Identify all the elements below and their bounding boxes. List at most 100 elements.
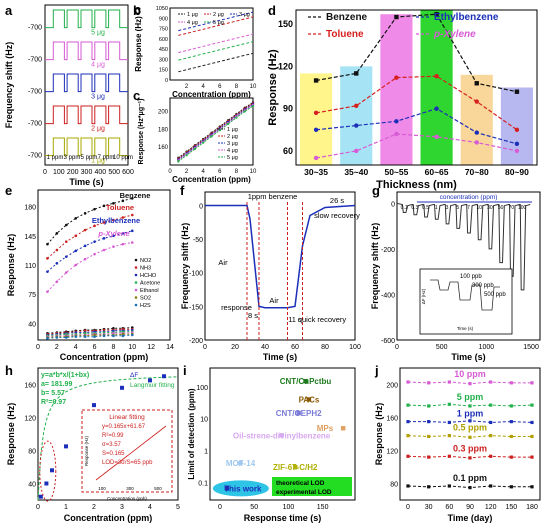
panel-g-ytick: -200 — [381, 247, 395, 254]
panel-e-legend-label: Acetone — [140, 281, 160, 287]
panel-d-data-point — [313, 78, 319, 83]
panel-j-data-point — [427, 485, 431, 489]
panel-e-data-point — [102, 204, 106, 208]
panel-d-series-line — [315, 133, 518, 159]
panel-e-legend-marker — [134, 258, 138, 262]
panel-f-frame — [204, 191, 356, 341]
panel-e-data-point — [93, 240, 96, 243]
panel-f-ytick: -50 — [193, 237, 203, 244]
panel-d-data-point — [394, 131, 399, 137]
panel-b-xtick: 2 — [185, 84, 189, 90]
panel-j-data-point — [509, 434, 513, 439]
panel-b-series-line — [178, 33, 254, 54]
panel-e-data-point — [46, 257, 49, 260]
panel-g-concentration: 70 — [509, 205, 515, 211]
panel-h-xtick: 5 — [176, 504, 180, 511]
panel-j-data-point — [427, 455, 431, 459]
panel-j-data-point — [509, 381, 513, 385]
panel-e-data-point — [102, 334, 106, 338]
panel-a-trace — [45, 105, 128, 125]
panel-e-data-point — [55, 262, 59, 265]
panel-b-xlabel: Concentration (ppm) — [172, 90, 251, 99]
panel-c-xtick: 8 — [235, 169, 239, 175]
panel-e-data-point — [112, 202, 115, 205]
panel-e-legend-label: SO2 — [140, 296, 151, 302]
panel-c-legend-label: 1 μg — [227, 127, 238, 133]
panel-j-series-label: 0.1 ppm — [453, 473, 487, 483]
panel-e-legend-label: NH3 — [140, 266, 151, 272]
panel-i-point-label: CNT/OEPH2 — [276, 409, 322, 418]
panel-e-data-point — [121, 242, 125, 246]
panel-e-xtick: 8 — [111, 344, 115, 351]
panel-b-legend-label: 1 μg — [187, 12, 198, 18]
panel-c-series-line — [178, 103, 254, 161]
panel-c-legend-label: 3 μg — [227, 141, 238, 147]
panel-d-data-point — [354, 148, 359, 154]
panel-f-annotation: 8 s — [248, 311, 258, 320]
panel-e-series-line — [47, 214, 133, 259]
panel-f-xtick: 100 — [349, 344, 361, 351]
panel-label: a — [5, 3, 13, 18]
panel-f-trace — [205, 204, 356, 309]
panel-c-data-point — [202, 141, 205, 144]
panel-f-annotation: quick recovery — [298, 315, 347, 324]
panel-h-fit-line — [37, 376, 179, 501]
panel-a-annotation: 1 ppm — [47, 155, 64, 161]
panel-h-xtick: 3 — [120, 504, 124, 511]
panel-d-xtick: 80~90 — [505, 167, 529, 177]
panel-h-inset-line: LOD=3σ/S=65 ppb — [102, 460, 153, 466]
panel-j-data-point — [509, 485, 513, 489]
panel-j-data-point — [447, 420, 451, 425]
panel-a-frame — [44, 4, 129, 166]
panel-e-legend-label: Ethanol — [140, 288, 159, 294]
panel-d-data-point — [313, 110, 319, 116]
panel-j-xtick: 30 — [425, 504, 433, 511]
panel-b-series-line — [178, 52, 254, 73]
panel-h-ytick: 80 — [28, 449, 36, 456]
panel-a-ytick: -700 — [28, 121, 42, 128]
panel-j-ytick: 80 — [390, 482, 398, 489]
panel-h-inset-title: Linear fitting — [109, 414, 145, 421]
panel-h-data-point — [64, 444, 68, 449]
panel-h-highlight — [39, 440, 57, 502]
panel-c-data-point — [251, 104, 255, 108]
panel-e-ytick: 75 — [28, 292, 36, 299]
panel-b-xtick: 10 — [250, 84, 257, 90]
panel-j-data-point — [447, 434, 451, 438]
panel-e-data-point — [130, 241, 134, 244]
panel-i-ytick: 1 — [204, 449, 208, 456]
panel-e-ytick: 145 — [24, 234, 36, 241]
panel-e-data-point — [93, 224, 96, 228]
panel-b-ytick: 450 — [159, 47, 168, 53]
panel-d-series-line — [315, 13, 518, 93]
panel-f-annotation: Air — [269, 296, 279, 305]
panel-f-annotation: slow recovery — [314, 211, 360, 220]
panel-c-xtick: 0 — [168, 169, 172, 175]
panel-h-inset-line: σ=3.57 — [102, 442, 122, 448]
panel-b-ytick: 150 — [159, 68, 168, 74]
panel-j-data-point — [406, 403, 410, 407]
panel-a-ylabel: Frequency shift (Hz) — [4, 42, 14, 129]
panel-i-data-point — [296, 410, 301, 416]
panel-c-xtick: 4 — [202, 169, 206, 175]
panel-d-ytick: 60 — [283, 146, 293, 156]
panel-g-ytick: 0 — [391, 201, 395, 208]
panel-c-series-line — [178, 104, 254, 161]
panel-d-data-point — [514, 89, 520, 94]
panel-i-xtick: 50 — [250, 504, 258, 511]
panel-a-legend-label: 1 μg — [91, 158, 105, 165]
panel-e-data-point — [121, 232, 125, 235]
panel-f-xlabel: Time (s) — [263, 352, 297, 362]
panel-a-xtick: 200 — [67, 169, 79, 176]
panel-c-xtick: 2 — [185, 169, 189, 175]
panel-d-series-line — [315, 75, 518, 131]
panel-g-xtick: 500 — [436, 344, 448, 351]
panel-j-ylabel: Response (Hz) — [374, 403, 384, 466]
panel-e-data-point — [55, 248, 59, 252]
panel-d-ytick: 150 — [278, 19, 293, 29]
panel-h-inset-xtick: 500 — [154, 486, 162, 491]
panel-e-xtick: 0 — [36, 344, 40, 351]
panel-e-data-point — [102, 248, 106, 252]
panel-e-data-point — [93, 252, 96, 256]
panel-j-data-point — [530, 434, 534, 439]
